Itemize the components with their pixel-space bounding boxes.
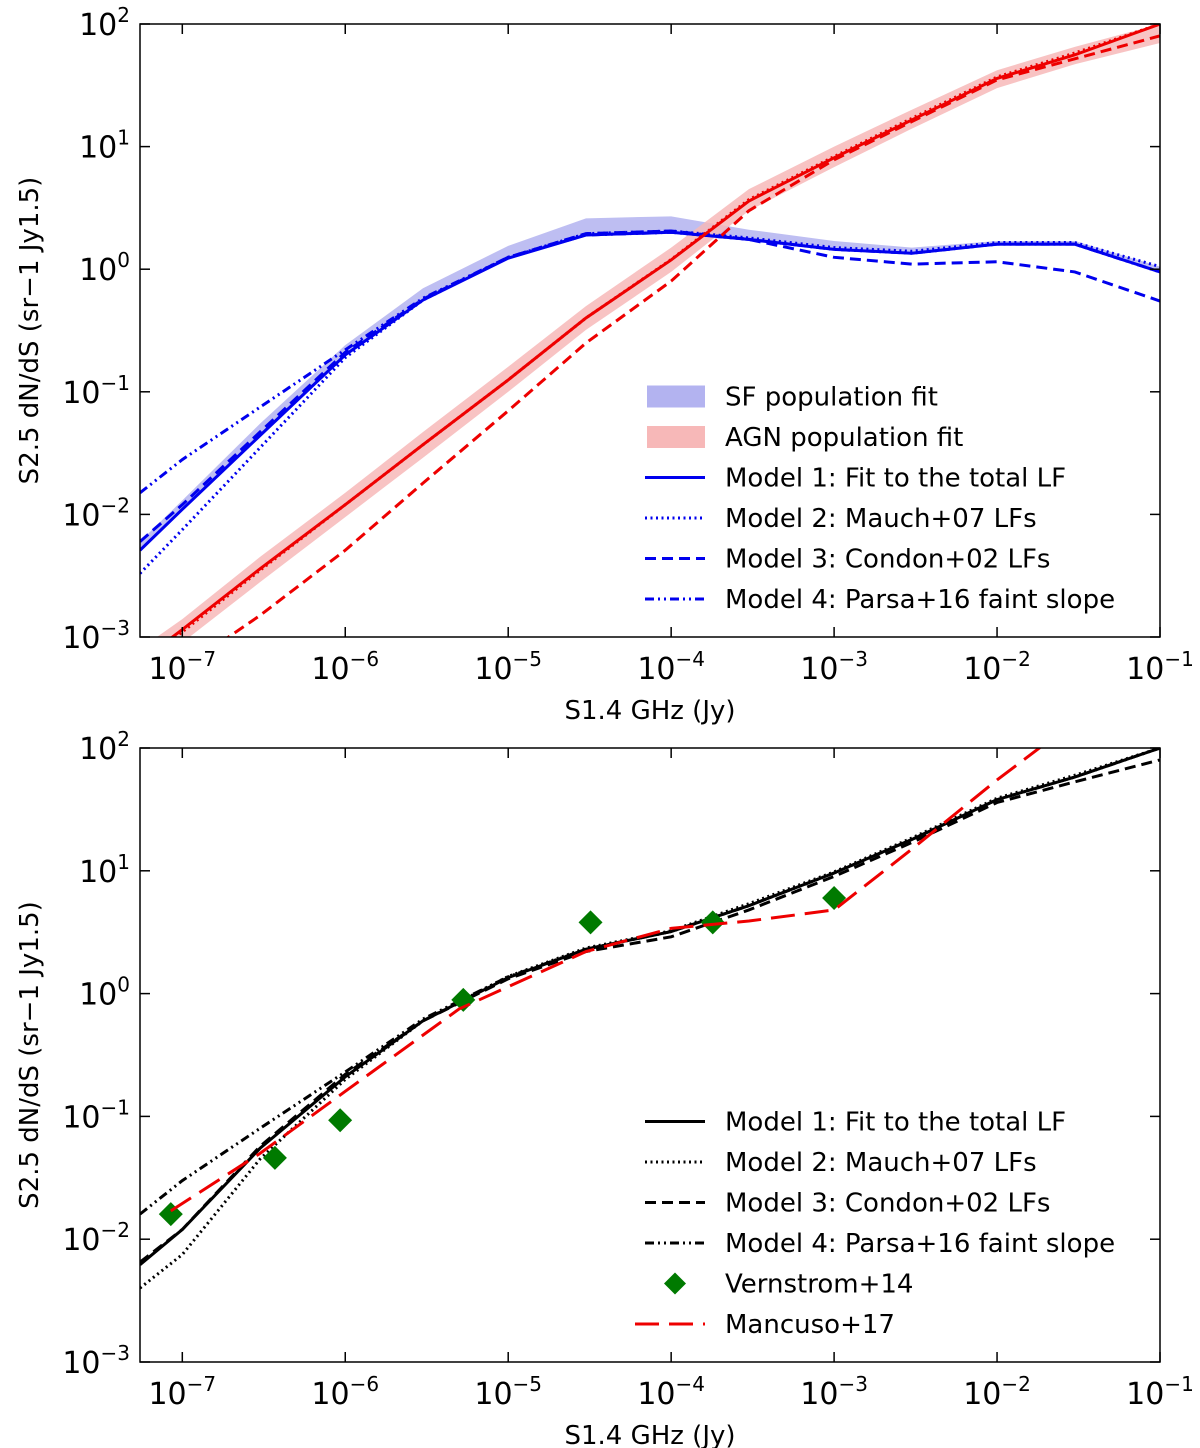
x-tick-label: 10−5 xyxy=(474,1372,542,1412)
series-line xyxy=(140,230,1160,552)
data-point xyxy=(822,886,847,911)
x-tick-label: 10−7 xyxy=(148,1372,216,1412)
x-tick-label: 10−2 xyxy=(963,1372,1031,1412)
legend-label: Model 4: Parsa+16 faint slope xyxy=(725,585,1115,615)
series-line xyxy=(140,758,1160,1264)
x-tick-label: 10−1 xyxy=(1126,1372,1194,1412)
y-tick-label: 10−1 xyxy=(62,1095,130,1135)
legend-swatch xyxy=(647,426,705,448)
x-tick-label: 10−6 xyxy=(311,1372,379,1412)
x-tick-label: 10−1 xyxy=(1126,647,1194,687)
series-line xyxy=(140,748,1160,1216)
series-line xyxy=(169,748,1042,1213)
axes-frame xyxy=(139,747,1161,1363)
legend-label: Model 4: Parsa+16 faint slope xyxy=(725,1229,1115,1259)
x-tick-label: 10−2 xyxy=(963,647,1031,687)
y-tick-label: 100 xyxy=(79,973,130,1013)
axes: 10−7 10−6 10−5 10−4 10−3 10−2 10−1 10−3 10−2 10−1… xyxy=(15,3,1194,726)
confidence-band xyxy=(156,24,1160,637)
legend-label: Model 1: Fit to the total LF xyxy=(725,1108,1066,1138)
x-tick-label: 10−5 xyxy=(474,647,542,687)
legend-label: Model 1: Fit to the total LF xyxy=(725,464,1066,494)
y-tick-label: 101 xyxy=(79,850,130,890)
legend-label: Model 2: Mauch+07 LFs xyxy=(725,504,1037,534)
legend-swatch xyxy=(647,385,705,408)
x-tick-label: 10−6 xyxy=(311,647,379,687)
y-tick-label: 102 xyxy=(79,727,130,767)
series-line xyxy=(140,748,1160,1266)
y-tick-label: 10−2 xyxy=(62,493,130,533)
legend: Model 1: Fit to the total LF Model 2: Mau… xyxy=(635,1108,1115,1340)
series-line xyxy=(140,229,1160,575)
x-axis-label: S1.4 GHz (Jy) xyxy=(564,1421,735,1448)
y-tick-label: 10−2 xyxy=(62,1218,130,1258)
y-tick-label: 102 xyxy=(79,3,130,43)
y-axis-label: S2.5 dN/dS (sr−1 Jy1.5) xyxy=(15,177,45,485)
data-point xyxy=(328,1108,353,1133)
legend-label: Model 3: Condon+02 LFs xyxy=(725,1189,1050,1219)
legend-label: SF population fit xyxy=(725,383,938,413)
y-tick-label: 10−1 xyxy=(62,371,130,411)
x-tick-label: 10−7 xyxy=(148,647,216,687)
y-axis-label: S2.5 dN/dS (sr−1 Jy1.5) xyxy=(15,901,45,1209)
axes-frame xyxy=(139,23,1161,638)
y-tick-label: 10−3 xyxy=(62,1341,130,1381)
plot-area xyxy=(140,24,1160,637)
axes: 10−7 10−6 10−5 10−4 10−3 10−2 10−1 10−3 10−2 10−1… xyxy=(15,727,1194,1448)
y-tick-label: 10−3 xyxy=(62,616,130,656)
legend-label: Model 2: Mauch+07 LFs xyxy=(725,1148,1037,1178)
legend-swatch xyxy=(664,1272,686,1295)
data-point xyxy=(262,1145,287,1170)
y-tick-label: 100 xyxy=(79,248,130,288)
data-point xyxy=(578,910,603,935)
y-tick-label: 101 xyxy=(79,126,130,166)
series-line xyxy=(140,230,1160,494)
data-point xyxy=(700,910,725,935)
legend-label: Mancuso+17 xyxy=(725,1310,895,1340)
series-line xyxy=(173,24,1160,637)
x-axis-label: S1.4 GHz (Jy) xyxy=(564,696,735,726)
legend-label: Model 3: Condon+02 LFs xyxy=(725,545,1050,575)
legend-label: AGN population fit xyxy=(725,423,963,453)
x-tick-label: 10−3 xyxy=(800,647,868,687)
plot-area xyxy=(140,748,1160,1290)
legend-label: Vernstrom+14 xyxy=(725,1270,913,1300)
x-tick-label: 10−4 xyxy=(637,1372,705,1412)
x-tick-label: 10−3 xyxy=(800,1372,868,1412)
legend: SF population fit AGN population fit Model… xyxy=(645,383,1115,615)
x-tick-label: 10−4 xyxy=(637,647,705,687)
